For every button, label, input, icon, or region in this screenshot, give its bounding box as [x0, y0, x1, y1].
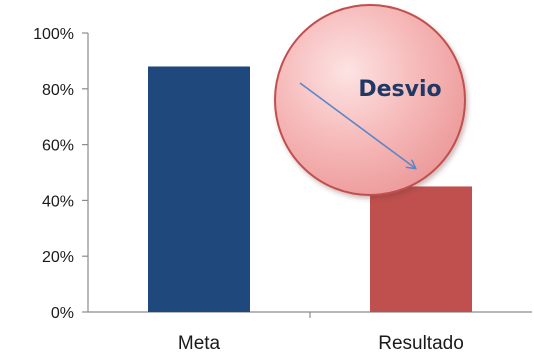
callout-circle	[274, 4, 466, 196]
bar-meta	[148, 66, 250, 312]
y-tick-label: 20%	[42, 249, 74, 266]
callout-label: Desvio	[358, 77, 441, 102]
bars	[148, 66, 472, 312]
x-category-label: Resultado	[378, 333, 464, 354]
y-tick-label: 40%	[42, 193, 74, 210]
y-tick-label: 0%	[51, 305, 74, 322]
callout-arrow	[299, 82, 415, 168]
x-axis-labels: Meta Resultado	[178, 333, 464, 354]
y-axis-ticks: 0% 20% 40% 60% 80% 100%	[33, 26, 88, 322]
desvio-callout: Desvio	[274, 4, 466, 196]
bar-resultado	[370, 186, 472, 312]
y-tick-label: 60%	[42, 138, 74, 155]
x-category-label: Meta	[178, 333, 221, 354]
y-tick-label: 80%	[42, 82, 74, 99]
y-tick-label: 100%	[33, 26, 74, 43]
